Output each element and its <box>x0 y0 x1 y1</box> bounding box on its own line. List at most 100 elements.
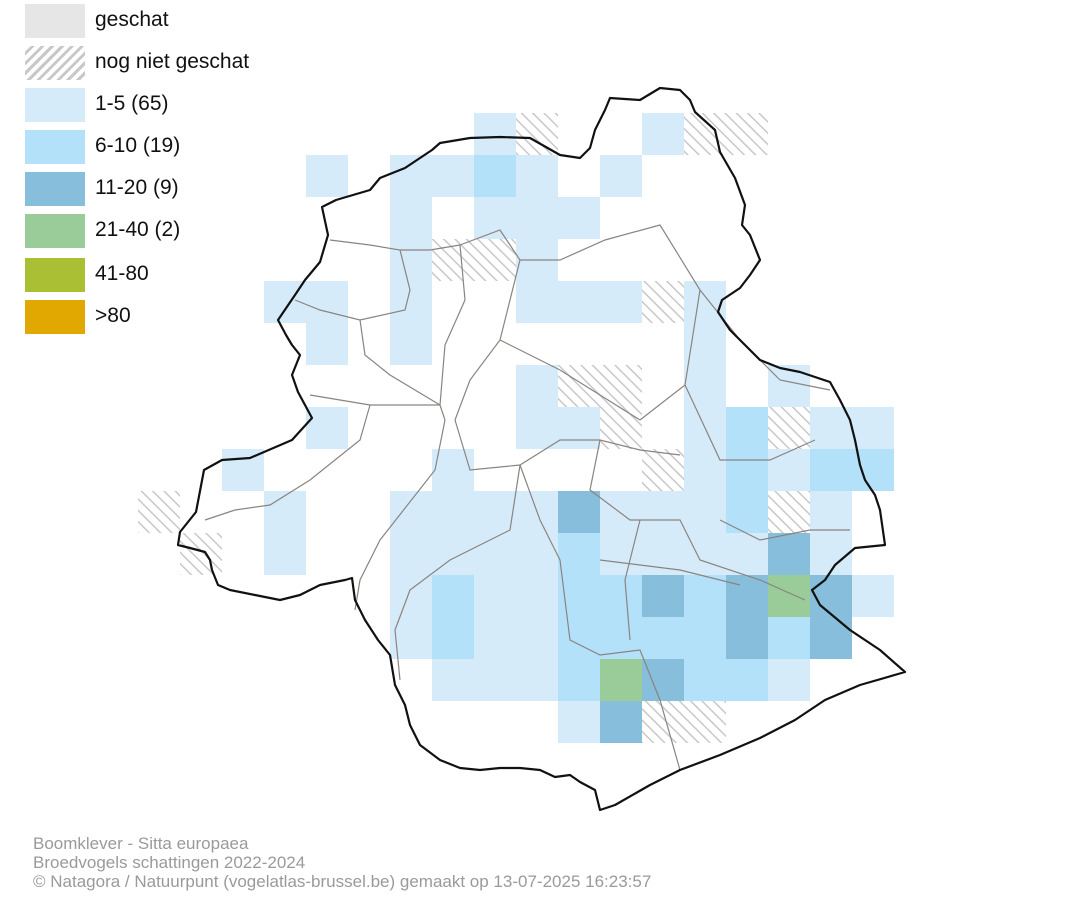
legend-item-nog-niet-geschat: nog niet geschat <box>25 46 345 80</box>
grid-cell <box>180 533 222 575</box>
grid-cell <box>768 575 810 617</box>
grid-cell <box>432 659 474 701</box>
grid-cell <box>474 659 516 701</box>
grid-cell <box>474 155 516 197</box>
grid-cell <box>516 407 558 449</box>
grid-cell <box>432 491 474 533</box>
grid-cell <box>516 281 558 323</box>
grid-cell <box>684 617 726 659</box>
grid-cell <box>726 113 768 155</box>
grid-cell <box>642 281 684 323</box>
grid-cell <box>684 491 726 533</box>
grid-cell <box>810 491 852 533</box>
grid-cell <box>390 239 432 281</box>
legend-label: 11-20 (9) <box>95 176 179 199</box>
grid-cell <box>684 281 726 323</box>
grid-cell <box>768 449 810 491</box>
grid-cell <box>432 575 474 617</box>
grid-cell <box>642 659 684 701</box>
grid-cell <box>600 575 642 617</box>
grid-cell <box>432 239 474 281</box>
legend-swatch <box>25 214 85 248</box>
grid-cell <box>558 365 600 407</box>
grid-cell <box>600 155 642 197</box>
legend-label: 1-5 (65) <box>95 92 169 115</box>
legend-label: nog niet geschat <box>95 50 250 73</box>
grid-cell <box>390 281 432 323</box>
grid-cell <box>642 575 684 617</box>
legend-swatch <box>25 172 85 206</box>
grid-cell <box>390 323 432 365</box>
grid-cell <box>474 617 516 659</box>
grid-cell <box>684 323 726 365</box>
grid-cell <box>516 197 558 239</box>
legend-item-6-10: 6-10 (19) <box>25 130 345 164</box>
grid-cell <box>516 659 558 701</box>
legend-swatch <box>25 4 85 38</box>
grid-cell <box>600 491 642 533</box>
grid-cell <box>642 449 684 491</box>
grid-cells <box>138 113 894 743</box>
grid-cell <box>810 533 852 575</box>
grid-cell <box>768 491 810 533</box>
grid-cell <box>600 659 642 701</box>
grid-cell <box>558 491 600 533</box>
legend-item-1-5: 1-5 (65) <box>25 88 345 122</box>
grid-cell <box>810 617 852 659</box>
grid-cell <box>432 155 474 197</box>
map-subtitle: Broedvogels schattingen 2022-2024 <box>33 853 306 872</box>
grid-cell <box>726 575 768 617</box>
grid-cell <box>390 155 432 197</box>
grid-cell <box>474 113 516 155</box>
grid-cell <box>306 281 348 323</box>
grid-cell <box>558 533 600 575</box>
legend-item-11-20: 11-20 (9) <box>25 172 345 206</box>
grid-cell <box>138 491 180 533</box>
grid-cell <box>852 575 894 617</box>
grid-cell <box>558 701 600 743</box>
grid-cell <box>726 449 768 491</box>
grid-cell <box>516 365 558 407</box>
legend-item-41-80: 41-80 <box>25 258 345 292</box>
legend-label: >80 <box>95 304 131 327</box>
grid-cell <box>264 491 306 533</box>
grid-cell <box>558 617 600 659</box>
legend-swatch <box>25 130 85 164</box>
grid-cell <box>306 407 348 449</box>
grid-cell <box>516 113 558 155</box>
grid-cell <box>474 533 516 575</box>
grid-cell <box>810 449 852 491</box>
grid-cell <box>810 575 852 617</box>
grid-cell <box>852 407 894 449</box>
legend-item-geschat: geschat <box>25 4 345 38</box>
grid-cell <box>768 617 810 659</box>
grid-cell <box>264 533 306 575</box>
legend-label: 6-10 (19) <box>95 134 181 157</box>
grid-cell <box>516 155 558 197</box>
grid-cell <box>684 659 726 701</box>
grid-cell <box>432 617 474 659</box>
grid-cell <box>516 617 558 659</box>
grid-cell <box>306 323 348 365</box>
brussels-region-outline <box>176 86 907 812</box>
grid-cell <box>600 365 642 407</box>
grid-cell <box>558 197 600 239</box>
grid-cell <box>768 407 810 449</box>
grid-cell <box>768 659 810 701</box>
grid-cell <box>600 281 642 323</box>
grid-cell <box>810 407 852 449</box>
grid-cell <box>642 617 684 659</box>
legend-label: geschat <box>95 8 169 31</box>
grid-cell <box>642 491 684 533</box>
grid-cell <box>684 533 726 575</box>
grid-cell <box>642 701 684 743</box>
legend-item-over-80: >80 <box>25 300 345 334</box>
grid-cell <box>726 659 768 701</box>
legend-swatch-hatched <box>25 46 85 80</box>
legend-swatch <box>25 258 85 292</box>
grid-cell <box>558 659 600 701</box>
grid-cell <box>390 575 432 617</box>
grid-cell <box>684 575 726 617</box>
grid-cell <box>642 113 684 155</box>
